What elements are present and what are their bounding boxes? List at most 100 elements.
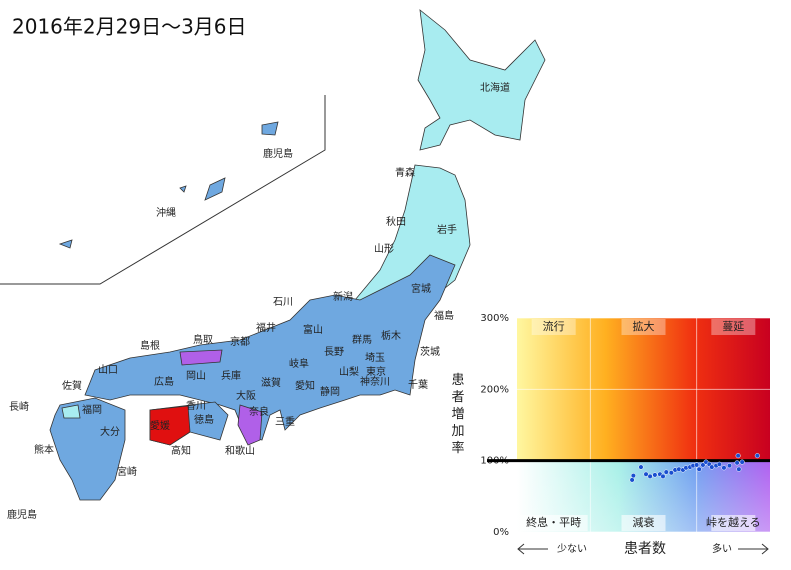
prefecture-label: 宮城: [411, 282, 431, 295]
point: [652, 472, 658, 478]
prefecture-label: 大阪: [236, 389, 256, 402]
arrow-right: [738, 543, 769, 555]
point: [638, 464, 644, 470]
quadrant-label-bg: [531, 319, 576, 335]
prefecture-label: 香川: [186, 400, 206, 412]
prefecture-label: 奈良: [249, 405, 269, 418]
prefecture-label: 千葉: [408, 378, 428, 391]
y-axis-label: 患者増加率: [451, 373, 464, 456]
islands: [58, 121, 279, 249]
point: [663, 469, 669, 475]
prefecture-label: 岩手: [437, 223, 457, 236]
kyushu: [49, 397, 126, 501]
y-tick-label: 200%: [480, 384, 509, 395]
quadrant-label-bg: [711, 319, 756, 335]
hokkaido: [417, 9, 546, 151]
prefecture-label: 徳島: [194, 413, 214, 426]
prefecture-label: 愛媛: [150, 419, 170, 432]
prefecture-label: 沖縄: [156, 206, 176, 219]
prefecture-label: 青森: [395, 166, 415, 179]
prefecture-label: 和歌山: [225, 444, 255, 457]
prefecture-label: 福岡: [82, 403, 102, 416]
point: [694, 462, 700, 468]
quadrant-label-bg: [519, 515, 588, 531]
x-axis-label: 患者数: [624, 541, 666, 557]
prefecture-label: 埼玉: [365, 351, 385, 364]
prefecture-label: 福井: [256, 321, 276, 334]
prefecture-label: 東京: [366, 365, 386, 378]
prefecture-label: 石川: [273, 297, 293, 308]
prefecture-label: 岐阜: [289, 357, 309, 370]
prefecture-label: 大分: [100, 425, 120, 438]
prefecture-label: 鳥取: [193, 333, 213, 346]
ehime: [149, 405, 191, 446]
prefecture-label: 滋賀: [261, 376, 281, 389]
saga: [61, 404, 81, 419]
quadrant-label: 峠を越える: [706, 515, 761, 529]
prefecture-label: 宮崎: [117, 465, 137, 478]
prefecture-label: 高知: [171, 444, 191, 457]
prefecture-label: 山形: [374, 243, 394, 255]
inset-border: [0, 95, 326, 285]
point: [734, 460, 740, 466]
prefecture-label: 鹿児島: [263, 147, 293, 160]
point: [739, 459, 745, 465]
prefecture-label: 山口: [98, 364, 118, 376]
point: [721, 465, 727, 471]
point: [660, 473, 666, 479]
quadrant-label: 拡大: [633, 319, 655, 333]
quadrant-label: 終息・平時: [526, 515, 581, 529]
map: [49, 9, 546, 501]
prefecture-label: 島根: [140, 339, 160, 352]
prefecture-label: 秋田: [386, 215, 406, 228]
point: [754, 453, 760, 459]
prefecture-label: 愛知: [295, 379, 315, 392]
point: [668, 470, 674, 476]
prefecture-label: 山梨: [339, 365, 359, 378]
prefecture-label: 鹿児島: [7, 508, 37, 521]
point: [709, 464, 715, 470]
prefecture-label: 佐賀: [62, 380, 82, 392]
prefecture-label: 兵庫: [221, 369, 241, 382]
nara-wakayama: [237, 404, 263, 446]
quadrant-label-bg: [711, 515, 756, 531]
prefecture-label: 長野: [324, 346, 344, 358]
x-high-label: 多い: [712, 542, 732, 555]
point: [736, 466, 742, 472]
quadrant-label-bg: [621, 515, 666, 531]
prefecture-label: 北海道: [480, 81, 510, 94]
quadrant-label: 流行: [543, 319, 565, 333]
point: [716, 461, 722, 467]
point: [630, 473, 636, 479]
prefecture-label: 茨城: [420, 345, 440, 358]
prefecture-label: 熊本: [34, 443, 54, 456]
point: [643, 471, 649, 477]
title: 2016年2月29日～3月6日: [12, 15, 247, 39]
prefecture-label: 岡山: [186, 370, 206, 382]
x-low-label: 少ない: [557, 543, 587, 555]
arrow-left: [517, 543, 548, 555]
point: [629, 477, 635, 483]
y-tick-label: 0%: [493, 527, 509, 538]
point: [726, 463, 733, 469]
point: [696, 466, 702, 472]
point: [647, 473, 653, 479]
quadrant-label: 減衰: [633, 515, 655, 529]
prefecture-label: 新潟: [333, 290, 353, 303]
prefecture-label: 福島: [434, 309, 454, 322]
prefecture-label: 長崎: [9, 400, 29, 413]
prefecture-label: 三重: [275, 415, 295, 428]
prefecture-label: 栃木: [381, 329, 401, 342]
prefecture-label: 神奈川: [360, 375, 390, 388]
point: [735, 453, 741, 459]
prefecture-label: 静岡: [320, 385, 340, 398]
prefecture-label: 広島: [154, 375, 174, 388]
prefecture-label: 京都: [230, 335, 250, 348]
quadrant-label: 蔓延: [722, 319, 744, 333]
prefecture-label: 群馬: [352, 333, 372, 346]
prefecture-label: 富山: [303, 323, 323, 336]
y-tick-label: 300%: [480, 313, 509, 324]
tottori: [179, 349, 223, 366]
